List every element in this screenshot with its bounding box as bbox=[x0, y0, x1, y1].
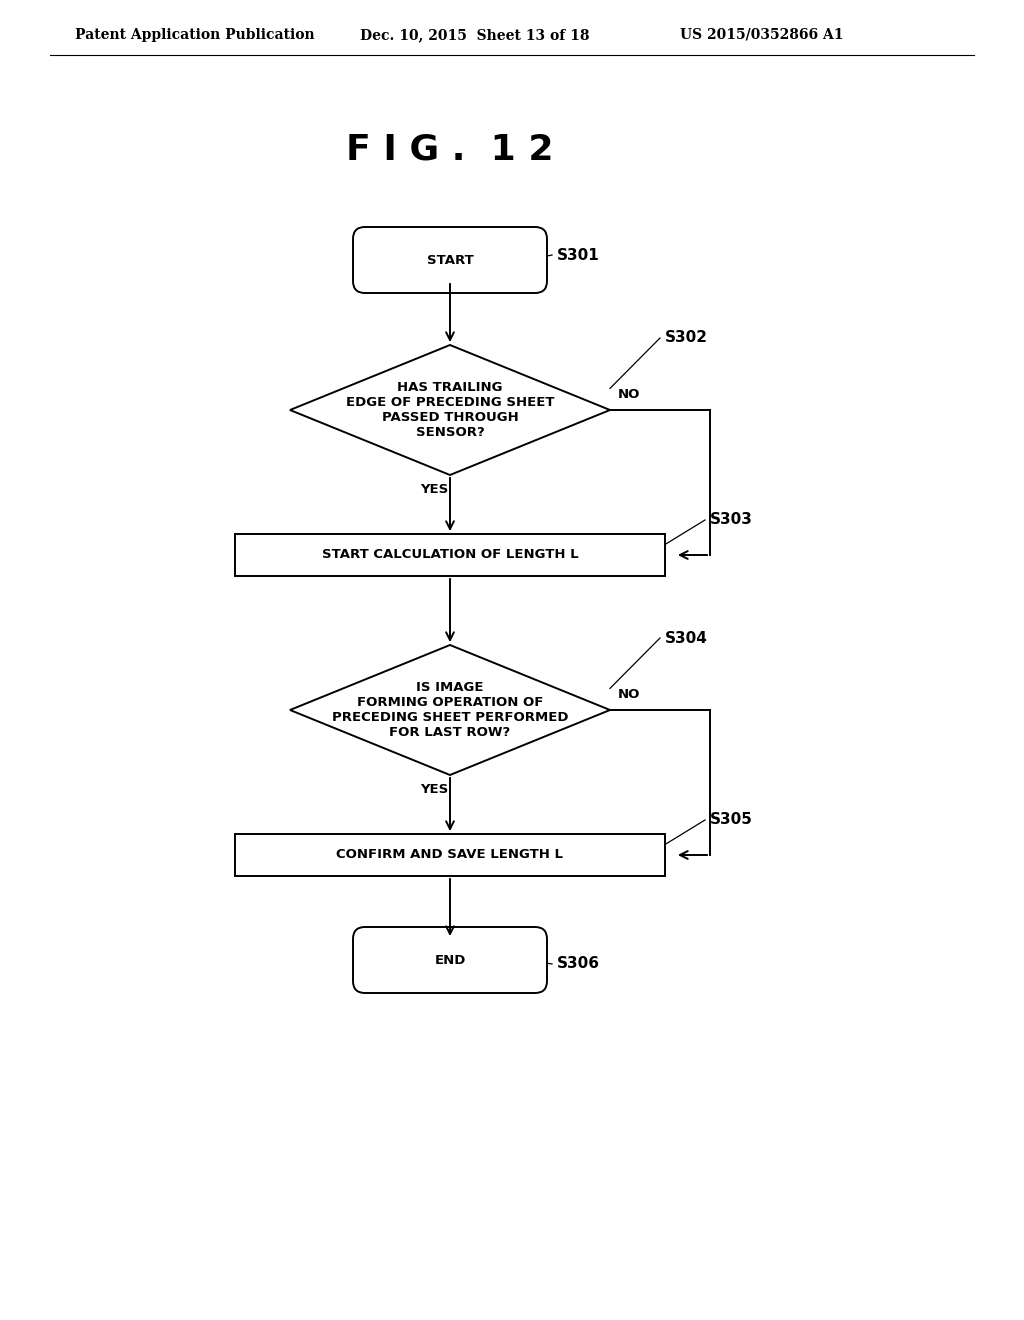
Text: NO: NO bbox=[618, 388, 640, 401]
Text: S304: S304 bbox=[665, 631, 708, 645]
Text: Dec. 10, 2015  Sheet 13 of 18: Dec. 10, 2015 Sheet 13 of 18 bbox=[360, 28, 590, 42]
Text: CONFIRM AND SAVE LENGTH L: CONFIRM AND SAVE LENGTH L bbox=[337, 849, 563, 862]
FancyBboxPatch shape bbox=[353, 227, 547, 293]
Text: IS IMAGE
FORMING OPERATION OF
PRECEDING SHEET PERFORMED
FOR LAST ROW?: IS IMAGE FORMING OPERATION OF PRECEDING … bbox=[332, 681, 568, 739]
Polygon shape bbox=[290, 345, 610, 475]
Text: HAS TRAILING
EDGE OF PRECEDING SHEET
PASSED THROUGH
SENSOR?: HAS TRAILING EDGE OF PRECEDING SHEET PAS… bbox=[346, 381, 554, 440]
Text: S302: S302 bbox=[665, 330, 708, 346]
Text: END: END bbox=[434, 953, 466, 966]
Text: US 2015/0352866 A1: US 2015/0352866 A1 bbox=[680, 28, 844, 42]
Text: S305: S305 bbox=[710, 813, 753, 828]
Text: START CALCULATION OF LENGTH L: START CALCULATION OF LENGTH L bbox=[322, 549, 579, 561]
Text: YES: YES bbox=[420, 483, 449, 496]
FancyBboxPatch shape bbox=[353, 927, 547, 993]
Bar bbox=[234, 834, 665, 876]
Text: S301: S301 bbox=[557, 248, 600, 263]
Text: S306: S306 bbox=[557, 957, 600, 972]
Text: S303: S303 bbox=[710, 512, 753, 528]
Polygon shape bbox=[290, 645, 610, 775]
Text: Patent Application Publication: Patent Application Publication bbox=[75, 28, 314, 42]
Text: NO: NO bbox=[618, 688, 640, 701]
Text: START: START bbox=[427, 253, 473, 267]
Text: F I G .  1 2: F I G . 1 2 bbox=[346, 133, 554, 168]
Bar bbox=[234, 535, 665, 576]
Text: YES: YES bbox=[420, 783, 449, 796]
